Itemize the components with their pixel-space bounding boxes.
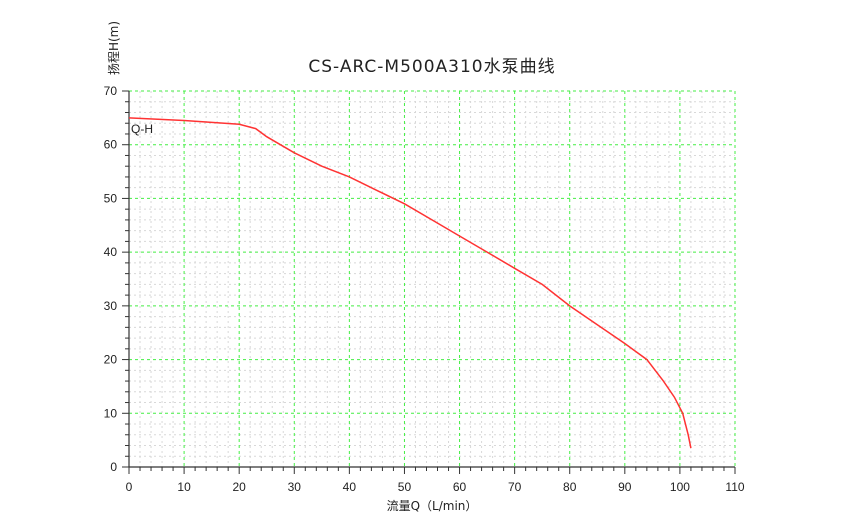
series-label: Q-H	[131, 122, 153, 136]
x-tick-label: 100	[670, 480, 690, 494]
y-tick-label: 20	[104, 353, 118, 367]
series-line-q-h	[128, 117, 692, 449]
x-axis-label: 流量Q（L/min）	[387, 499, 478, 513]
x-tick-label: 60	[453, 480, 467, 494]
x-tick-label: 20	[233, 480, 247, 494]
axes: 0 10 20 30 40 50 60 70 80 90 100 110 0 10 20 30 40 50 60 70	[104, 84, 745, 494]
y-tick-label: 0	[110, 460, 117, 474]
x-tick-label: 10	[177, 480, 191, 494]
y-tick-label: 50	[104, 191, 118, 205]
x-tick-label: 70	[508, 480, 522, 494]
grid	[129, 90, 736, 467]
y-tick-label: 70	[104, 84, 118, 98]
y-tick-label: 30	[104, 299, 118, 313]
x-tick-label: 110	[725, 480, 744, 494]
x-tick-label: 90	[618, 480, 632, 494]
x-tick-label: 30	[288, 480, 302, 494]
series: Q-H	[128, 117, 692, 449]
x-tick-label: 0	[126, 480, 133, 494]
x-tick-label: 80	[563, 480, 577, 494]
y-axis-label: 扬程H(m)	[106, 21, 121, 75]
x-tick-label: 50	[398, 480, 412, 494]
x-tick-label: 40	[343, 480, 357, 494]
y-tick-label: 60	[104, 138, 118, 152]
y-tick-label: 40	[104, 245, 118, 259]
chart-title: CS-ARC-M500A310水泵曲线	[308, 57, 555, 77]
y-tick-label: 10	[104, 406, 118, 420]
